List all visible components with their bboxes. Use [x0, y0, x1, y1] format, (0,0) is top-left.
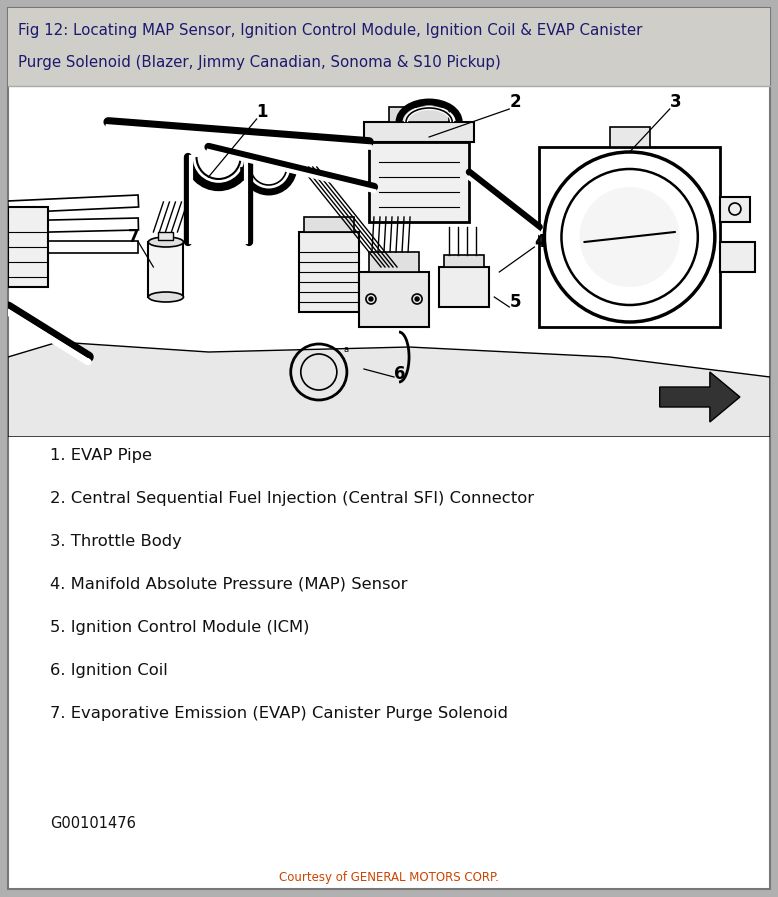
Text: 5: 5	[510, 293, 520, 311]
Bar	[149, 242, 184, 297]
Polygon shape	[8, 241, 138, 253]
Text: 7. Evaporative Emission (EVAP) Canister Purge Solenoid: 7. Evaporative Emission (EVAP) Canister …	[50, 706, 508, 720]
Bar	[159, 232, 173, 240]
Text: 1. EVAP Pipe: 1. EVAP Pipe	[50, 448, 152, 463]
Bar	[299, 232, 359, 312]
Bar	[439, 267, 489, 307]
Text: 3: 3	[670, 93, 682, 111]
Bar	[303, 217, 354, 232]
Text: 2: 2	[510, 93, 521, 111]
Bar	[444, 255, 484, 267]
Text: Fig 12: Locating MAP Sensor, Ignition Control Module, Ignition Coil & EVAP Canis: Fig 12: Locating MAP Sensor, Ignition Co…	[18, 22, 643, 38]
Circle shape	[580, 187, 680, 287]
Text: 6: 6	[394, 365, 405, 383]
Text: 6. Ignition Coil: 6. Ignition Coil	[50, 663, 168, 677]
Text: 4: 4	[534, 233, 546, 251]
Text: a: a	[344, 345, 349, 354]
Circle shape	[415, 297, 419, 301]
Bar	[539, 147, 720, 327]
Bar	[610, 127, 650, 147]
Bar	[720, 197, 750, 222]
Text: Purge Solenoid (Blazer, Jimmy Canadian, Sonoma & S10 Pickup): Purge Solenoid (Blazer, Jimmy Canadian, …	[18, 55, 501, 69]
Bar	[369, 252, 419, 272]
Circle shape	[369, 297, 373, 301]
Text: 1: 1	[257, 103, 268, 121]
Polygon shape	[8, 342, 770, 437]
Bar	[359, 272, 429, 327]
Text: Courtesy of GENERAL MOTORS CORP.: Courtesy of GENERAL MOTORS CORP.	[279, 870, 499, 884]
Bar	[364, 122, 475, 142]
Ellipse shape	[149, 292, 184, 302]
Bar	[720, 242, 755, 272]
Polygon shape	[8, 195, 138, 213]
Bar	[8, 207, 48, 287]
Text: G00101476: G00101476	[50, 815, 136, 831]
Bar	[389, 107, 449, 122]
Text: 3. Throttle Body: 3. Throttle Body	[50, 534, 182, 548]
Bar	[8, 8, 770, 86]
Bar	[369, 142, 469, 222]
Text: 4. Manifold Absolute Pressure (MAP) Sensor: 4. Manifold Absolute Pressure (MAP) Sens…	[50, 577, 408, 591]
Polygon shape	[8, 218, 138, 233]
Text: 5. Ignition Control Module (ICM): 5. Ignition Control Module (ICM)	[50, 620, 310, 634]
Ellipse shape	[149, 237, 184, 247]
Polygon shape	[660, 372, 740, 422]
Text: 7: 7	[128, 228, 140, 246]
Text: 2. Central Sequential Fuel Injection (Central SFI) Connector: 2. Central Sequential Fuel Injection (Ce…	[50, 491, 534, 506]
